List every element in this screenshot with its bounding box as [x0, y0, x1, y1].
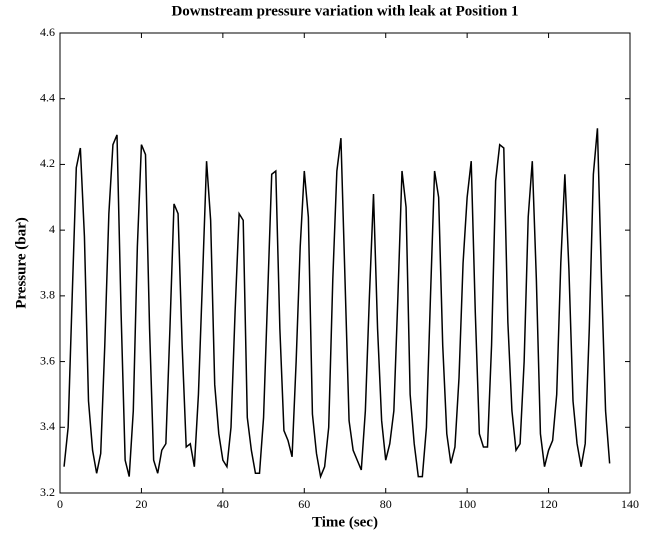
x-axis-label: Time (sec): [312, 514, 378, 530]
y-tick-label: 4.2: [40, 156, 55, 170]
y-tick-label: 3.8: [40, 288, 55, 302]
x-tick-label: 100: [458, 497, 476, 511]
y-tick-label: 3.6: [40, 353, 55, 367]
y-tick-label: 4.4: [40, 90, 55, 104]
x-tick-label: 140: [621, 497, 639, 511]
y-tick-label: 4: [49, 222, 55, 236]
plot-frame: [59, 32, 631, 494]
y-tick-label: 3.4: [40, 419, 55, 433]
y-tick-label: 3.2: [40, 485, 55, 499]
x-tick-label: 120: [540, 497, 558, 511]
x-tick-label: 40: [217, 497, 229, 511]
y-tick-label: 4.6: [40, 25, 55, 39]
x-tick-label: 60: [298, 497, 310, 511]
y-axis-label: Pressure (bar): [13, 217, 29, 309]
x-tick-label: 20: [135, 497, 147, 511]
chart-title: Downstream pressure variation with leak …: [171, 3, 518, 19]
line-series: [63, 128, 611, 480]
x-tick-label: 80: [380, 497, 392, 511]
x-tick-label: 0: [57, 497, 63, 511]
